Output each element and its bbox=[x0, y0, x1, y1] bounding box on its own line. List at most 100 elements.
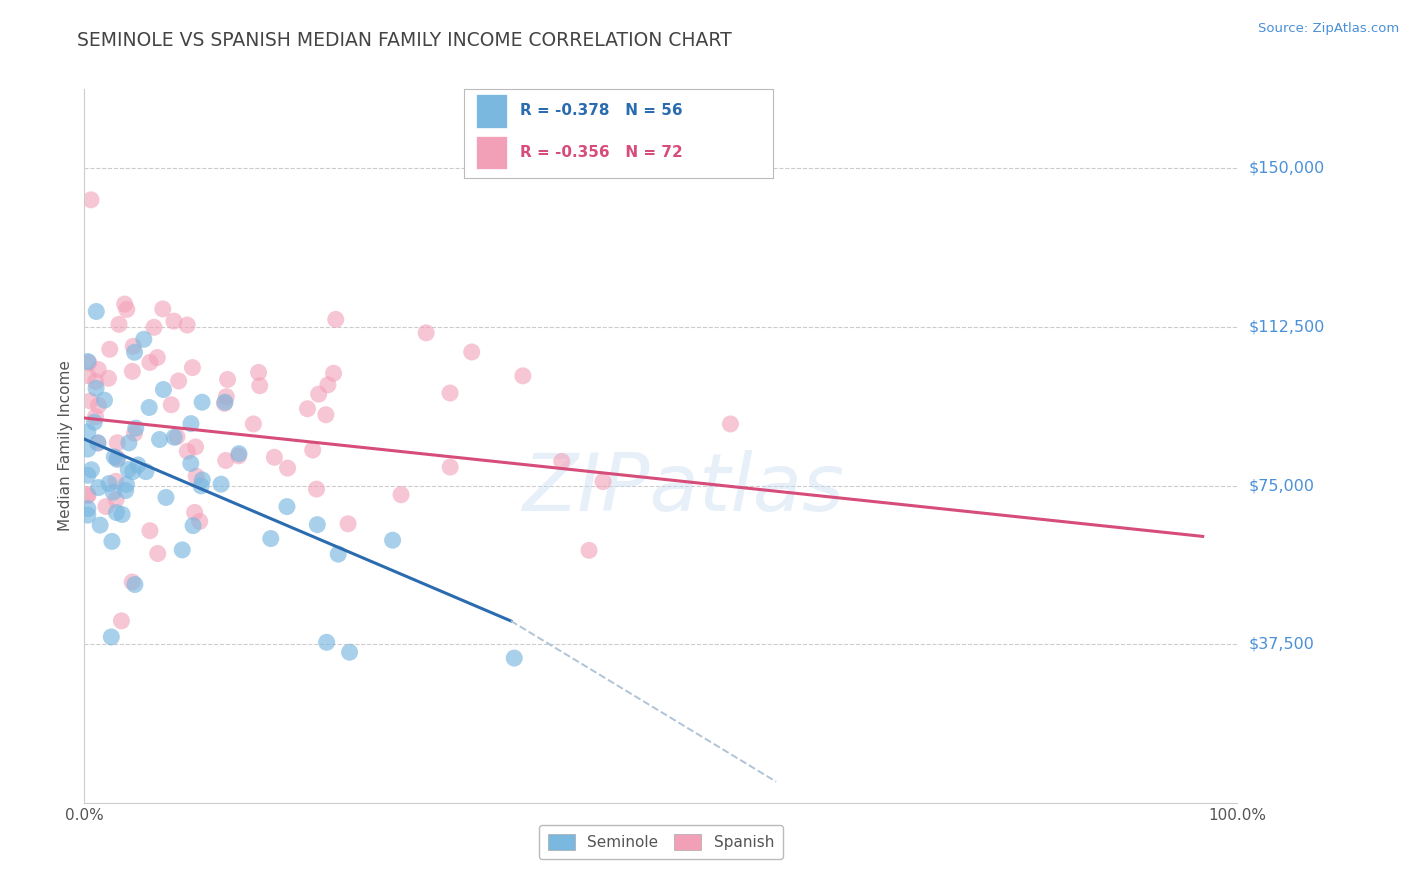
Y-axis label: Median Family Income: Median Family Income bbox=[58, 360, 73, 532]
Point bbox=[242, 417, 264, 431]
Point bbox=[79, 393, 101, 408]
Point bbox=[307, 517, 329, 532]
Point bbox=[263, 450, 285, 465]
Legend: Seminole, Spanish: Seminole, Spanish bbox=[538, 825, 783, 859]
Point bbox=[127, 458, 149, 472]
Point bbox=[315, 408, 337, 422]
Point bbox=[77, 356, 100, 370]
Point bbox=[84, 381, 107, 395]
Point bbox=[381, 533, 404, 548]
Point bbox=[184, 440, 207, 454]
Text: R = -0.356   N = 72: R = -0.356 N = 72 bbox=[520, 145, 682, 160]
Point bbox=[322, 366, 344, 380]
Point bbox=[115, 477, 138, 491]
Point bbox=[76, 468, 98, 483]
Point bbox=[276, 500, 298, 514]
Point bbox=[101, 485, 124, 500]
Point bbox=[76, 368, 98, 383]
Point bbox=[146, 351, 169, 365]
Point bbox=[217, 372, 239, 386]
Point bbox=[138, 401, 160, 415]
Point bbox=[439, 386, 461, 401]
Point bbox=[191, 395, 214, 409]
Point bbox=[100, 630, 122, 644]
Point bbox=[84, 409, 107, 424]
Bar bbox=[477, 94, 508, 128]
Point bbox=[214, 396, 236, 410]
Point bbox=[98, 476, 121, 491]
Text: $75,000: $75,000 bbox=[1249, 478, 1315, 493]
Point bbox=[297, 401, 319, 416]
Point bbox=[152, 383, 174, 397]
Point bbox=[114, 297, 136, 311]
Point bbox=[89, 518, 111, 533]
Point bbox=[160, 398, 183, 412]
Point bbox=[163, 430, 186, 444]
Point bbox=[191, 473, 214, 487]
Point bbox=[301, 443, 323, 458]
Point bbox=[105, 506, 128, 520]
Point bbox=[176, 318, 198, 332]
Point bbox=[551, 454, 574, 468]
Point bbox=[328, 547, 350, 561]
Point bbox=[214, 395, 236, 409]
Point bbox=[121, 465, 143, 479]
Point bbox=[415, 326, 437, 340]
Point bbox=[87, 436, 110, 450]
Point bbox=[228, 447, 250, 461]
Point bbox=[115, 302, 138, 317]
Point bbox=[460, 345, 482, 359]
Point bbox=[80, 193, 103, 207]
Point bbox=[125, 421, 148, 435]
Point bbox=[439, 460, 461, 475]
Point bbox=[155, 491, 177, 505]
Point bbox=[114, 483, 136, 498]
Text: $150,000: $150,000 bbox=[1249, 161, 1324, 176]
Point bbox=[143, 320, 166, 334]
Point bbox=[76, 354, 98, 368]
Point bbox=[181, 360, 204, 375]
Point bbox=[339, 645, 361, 659]
Point bbox=[148, 433, 170, 447]
Point bbox=[139, 355, 162, 369]
Point bbox=[167, 374, 190, 388]
Point bbox=[124, 345, 146, 359]
Point bbox=[76, 425, 98, 439]
Point bbox=[105, 492, 128, 507]
Point bbox=[118, 435, 141, 450]
Point bbox=[124, 426, 146, 441]
Point bbox=[87, 435, 110, 450]
Point bbox=[592, 475, 614, 489]
Point bbox=[121, 574, 143, 589]
Text: $37,500: $37,500 bbox=[1249, 637, 1315, 652]
Point bbox=[139, 524, 162, 538]
Point bbox=[215, 390, 238, 404]
Point bbox=[181, 518, 204, 533]
Point bbox=[76, 489, 98, 503]
Point bbox=[260, 532, 283, 546]
Point bbox=[124, 577, 146, 591]
Point bbox=[389, 488, 412, 502]
Point bbox=[277, 461, 299, 475]
Point bbox=[76, 508, 98, 523]
Point bbox=[183, 505, 205, 519]
Point bbox=[190, 479, 212, 493]
Text: ZIPatlas: ZIPatlas bbox=[523, 450, 845, 528]
Point bbox=[503, 651, 526, 665]
Point bbox=[76, 442, 98, 456]
Point bbox=[105, 451, 128, 466]
Point bbox=[132, 332, 155, 346]
Point bbox=[337, 516, 360, 531]
Point bbox=[249, 378, 271, 392]
Point bbox=[94, 500, 117, 514]
Point bbox=[105, 452, 128, 467]
Point bbox=[512, 368, 534, 383]
Point bbox=[122, 339, 145, 353]
Point bbox=[111, 508, 134, 522]
Point bbox=[180, 417, 202, 431]
Point bbox=[166, 430, 188, 444]
Point bbox=[247, 366, 270, 380]
Point bbox=[97, 371, 120, 385]
Text: $112,500: $112,500 bbox=[1249, 319, 1324, 334]
Point bbox=[104, 475, 127, 489]
